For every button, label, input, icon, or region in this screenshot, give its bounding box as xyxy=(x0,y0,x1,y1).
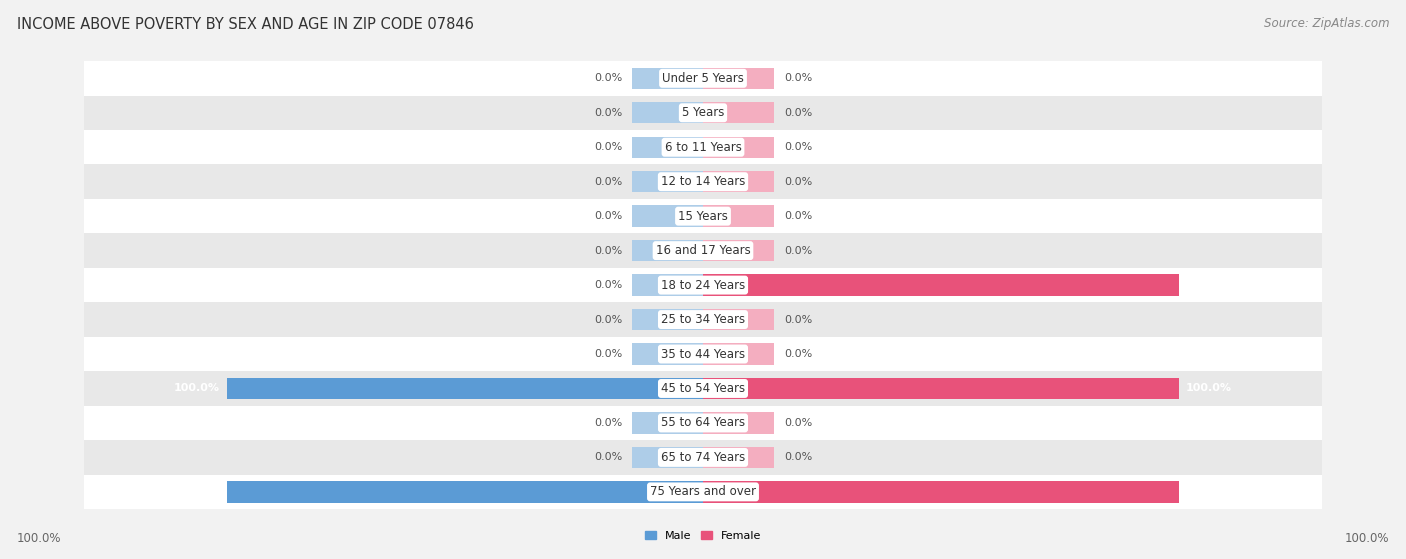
Bar xyxy=(631,240,703,261)
Bar xyxy=(703,447,775,468)
Bar xyxy=(84,234,1322,268)
Text: 0.0%: 0.0% xyxy=(785,418,813,428)
Bar xyxy=(703,206,775,227)
Text: 0.0%: 0.0% xyxy=(593,245,621,255)
Text: 0.0%: 0.0% xyxy=(593,315,621,325)
Text: 15 Years: 15 Years xyxy=(678,210,728,222)
Bar xyxy=(631,309,703,330)
Bar xyxy=(84,130,1322,164)
Bar xyxy=(84,371,1322,406)
Text: 0.0%: 0.0% xyxy=(593,349,621,359)
Text: 100.0%: 100.0% xyxy=(1187,280,1232,290)
Text: 35 to 44 Years: 35 to 44 Years xyxy=(661,348,745,361)
Text: 18 to 24 Years: 18 to 24 Years xyxy=(661,278,745,292)
Text: 100.0%: 100.0% xyxy=(1187,487,1232,497)
Text: 0.0%: 0.0% xyxy=(593,280,621,290)
Text: 0.0%: 0.0% xyxy=(593,452,621,462)
Bar xyxy=(703,102,775,124)
Text: 100.0%: 100.0% xyxy=(1187,383,1232,394)
Text: 100.0%: 100.0% xyxy=(1344,532,1389,545)
Text: 0.0%: 0.0% xyxy=(593,211,621,221)
Text: 0.0%: 0.0% xyxy=(593,73,621,83)
Text: 75 Years and over: 75 Years and over xyxy=(650,485,756,499)
Bar xyxy=(228,378,703,399)
Bar xyxy=(703,309,775,330)
Bar xyxy=(84,96,1322,130)
Bar xyxy=(84,475,1322,509)
Bar xyxy=(631,343,703,364)
Text: 0.0%: 0.0% xyxy=(785,142,813,152)
Text: 55 to 64 Years: 55 to 64 Years xyxy=(661,416,745,429)
Bar xyxy=(703,240,775,261)
Legend: Male, Female: Male, Female xyxy=(645,530,761,541)
Bar xyxy=(84,199,1322,234)
Text: 5 Years: 5 Years xyxy=(682,106,724,119)
Bar xyxy=(84,302,1322,337)
Text: 0.0%: 0.0% xyxy=(785,315,813,325)
Text: 0.0%: 0.0% xyxy=(785,177,813,187)
Bar xyxy=(631,171,703,192)
Bar xyxy=(703,343,775,364)
Text: 0.0%: 0.0% xyxy=(593,177,621,187)
Text: INCOME ABOVE POVERTY BY SEX AND AGE IN ZIP CODE 07846: INCOME ABOVE POVERTY BY SEX AND AGE IN Z… xyxy=(17,17,474,32)
Bar xyxy=(703,378,1178,399)
Bar xyxy=(84,406,1322,440)
Bar xyxy=(703,68,775,89)
Bar xyxy=(631,206,703,227)
Bar xyxy=(228,481,703,503)
Text: 100.0%: 100.0% xyxy=(17,532,62,545)
Bar xyxy=(631,102,703,124)
Text: 0.0%: 0.0% xyxy=(785,73,813,83)
Bar xyxy=(703,136,775,158)
Text: 25 to 34 Years: 25 to 34 Years xyxy=(661,313,745,326)
Bar xyxy=(703,481,1178,503)
Text: 0.0%: 0.0% xyxy=(593,418,621,428)
Text: 0.0%: 0.0% xyxy=(785,349,813,359)
Bar xyxy=(631,136,703,158)
Text: 12 to 14 Years: 12 to 14 Years xyxy=(661,175,745,188)
Bar xyxy=(703,413,775,434)
Text: 100.0%: 100.0% xyxy=(174,487,219,497)
Text: 100.0%: 100.0% xyxy=(174,383,219,394)
Text: 45 to 54 Years: 45 to 54 Years xyxy=(661,382,745,395)
Bar xyxy=(703,171,775,192)
Bar xyxy=(631,68,703,89)
Text: 0.0%: 0.0% xyxy=(785,452,813,462)
Bar xyxy=(631,413,703,434)
Bar xyxy=(84,268,1322,302)
Text: 0.0%: 0.0% xyxy=(785,108,813,118)
Bar xyxy=(631,274,703,296)
Bar xyxy=(84,61,1322,96)
Text: 0.0%: 0.0% xyxy=(785,245,813,255)
Text: 6 to 11 Years: 6 to 11 Years xyxy=(665,141,741,154)
Text: 65 to 74 Years: 65 to 74 Years xyxy=(661,451,745,464)
Text: 0.0%: 0.0% xyxy=(785,211,813,221)
Bar xyxy=(84,440,1322,475)
Text: Under 5 Years: Under 5 Years xyxy=(662,72,744,85)
Bar xyxy=(84,164,1322,199)
Bar xyxy=(631,447,703,468)
Bar xyxy=(703,274,1178,296)
Text: 16 and 17 Years: 16 and 17 Years xyxy=(655,244,751,257)
Text: 0.0%: 0.0% xyxy=(593,108,621,118)
Bar xyxy=(84,337,1322,371)
Text: Source: ZipAtlas.com: Source: ZipAtlas.com xyxy=(1264,17,1389,30)
Text: 0.0%: 0.0% xyxy=(593,142,621,152)
